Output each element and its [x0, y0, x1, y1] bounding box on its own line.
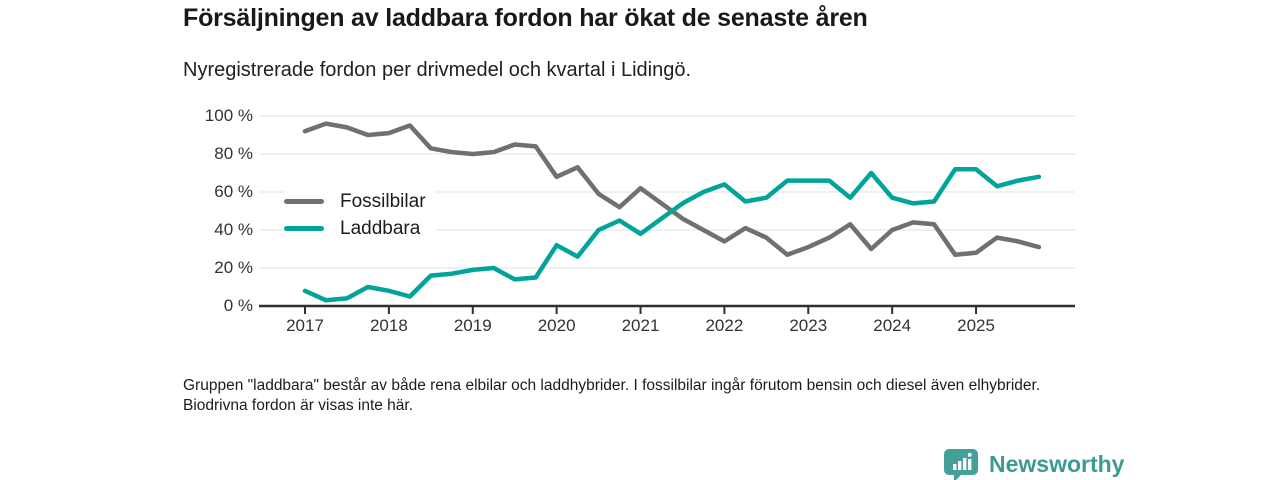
laddbara-line-swatch-icon	[284, 226, 324, 231]
legend-label-laddbara: Laddbara	[340, 217, 421, 239]
legend-item-fossilbilar: Fossilbilar	[284, 188, 426, 215]
y-tick-label: 60 %	[214, 182, 253, 201]
chart-footnote: Gruppen "laddbara" består av både rena e…	[183, 377, 1041, 414]
x-tick-label: 2018	[369, 316, 408, 335]
x-tick-label: 2025	[957, 316, 995, 335]
y-tick-label: 20 %	[214, 258, 253, 277]
newsworthy-wordmark: Newsworthy	[989, 450, 1125, 477]
legend-label-fossilbilar: Fossilbilar	[340, 190, 426, 212]
x-tick-label: 2024	[873, 316, 912, 335]
newsworthy-bubble-barchart-icon	[944, 449, 978, 480]
x-tick-label: 2023	[789, 316, 828, 335]
y-tick-label: 80 %	[214, 144, 253, 163]
y-tick-label: 0 %	[223, 296, 253, 315]
laddbara-line	[302, 166, 1042, 303]
y-tick-label: 40 %	[214, 220, 253, 239]
x-tick-label: 2017	[286, 316, 324, 335]
x-tick-label: 2020	[537, 316, 576, 335]
legend-item-laddbara: Laddbara	[284, 215, 426, 242]
chart-legend: Fossilbilar Laddbara	[284, 186, 436, 244]
fossilbilar-line-swatch-icon	[284, 199, 324, 204]
page-subtitle: Nyregistrerade fordon per drivmedel och …	[183, 59, 692, 81]
y-tick-label: 100 %	[204, 106, 253, 125]
x-tick-label: 2019	[453, 316, 492, 335]
x-tick-label: 2021	[621, 316, 660, 335]
x-tick-label: 2022	[705, 316, 744, 335]
page-title: Försäljningen av laddbara fordon har öka…	[183, 4, 868, 32]
newsworthy-logo: Newsworthy	[944, 446, 1124, 480]
